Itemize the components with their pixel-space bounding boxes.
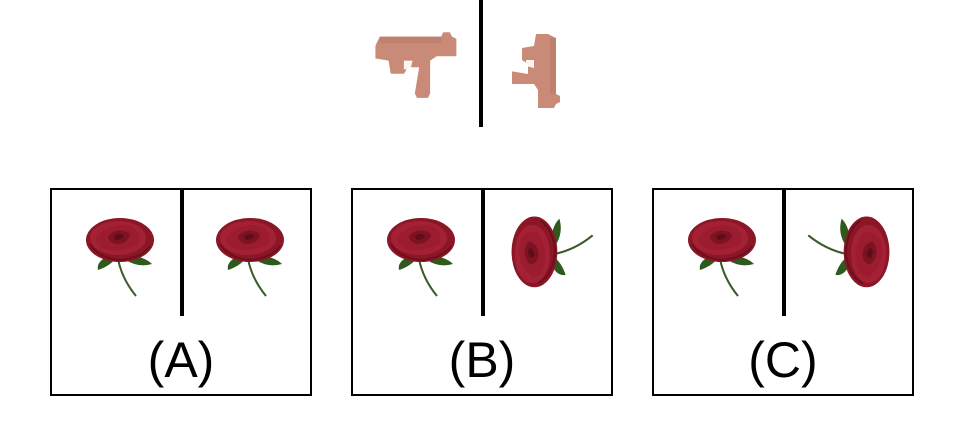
rose-icon xyxy=(85,217,155,297)
gun-rotated-icon xyxy=(512,34,560,108)
rose-icon xyxy=(386,217,456,297)
option-b[interactable]: (B) xyxy=(351,188,613,396)
option-label: (A) xyxy=(147,332,215,388)
gun-icon xyxy=(375,32,457,98)
option-label: (C) xyxy=(748,332,818,388)
rose-icon xyxy=(215,217,285,297)
rose-rotated-flipped-icon xyxy=(807,215,891,289)
option-a[interactable]: (A) xyxy=(50,188,312,396)
option-divider xyxy=(782,190,786,316)
option-divider xyxy=(180,190,184,316)
option-divider xyxy=(481,190,485,316)
reference-divider xyxy=(479,0,483,127)
rose-rotated-icon xyxy=(510,215,594,289)
option-c[interactable]: (C) xyxy=(652,188,914,396)
rose-icon xyxy=(687,217,757,297)
option-label: (B) xyxy=(448,332,516,388)
